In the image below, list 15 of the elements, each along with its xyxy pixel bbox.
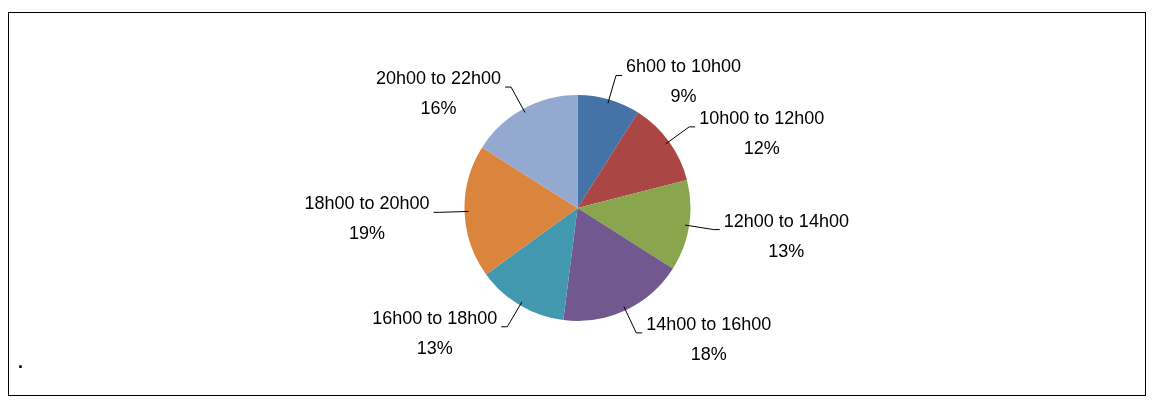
slice-label: 16h00 to 18h00: [372, 307, 498, 328]
slice-label: 12h00 to 14h00: [723, 210, 849, 231]
data-label: 18%: [690, 343, 727, 364]
text: .: [18, 352, 24, 373]
data-label: 9%: [670, 86, 697, 107]
slice-label: 20h00 to 22h00: [375, 68, 502, 89]
data-label: 19%: [348, 223, 386, 244]
data-label: 12%: [743, 137, 780, 158]
data-label: 13%: [416, 337, 453, 358]
data-label: 16%: [420, 98, 457, 119]
slice-label: 6h00 to 10h00: [626, 56, 742, 77]
slice-label: 18h00 to 20h00: [304, 193, 430, 214]
slice-label: 10h00 to 12h00: [699, 107, 825, 128]
data-label: 13%: [768, 240, 805, 261]
slice-label: 14h00 to 16h00: [646, 313, 772, 334]
